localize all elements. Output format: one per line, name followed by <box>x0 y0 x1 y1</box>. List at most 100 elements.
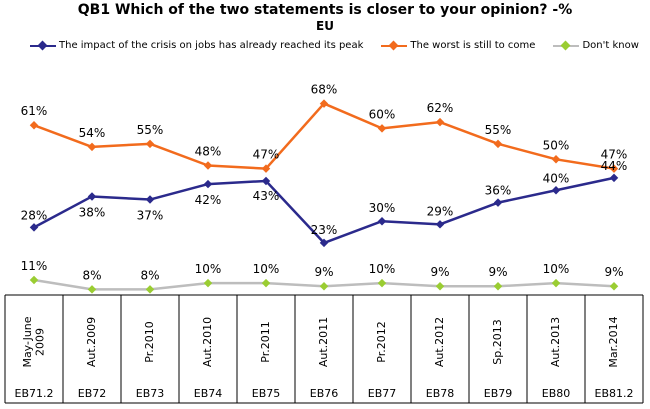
data-point <box>145 285 155 294</box>
category-label: Aut.2009 <box>85 317 98 367</box>
data-label: 29% <box>427 204 454 218</box>
category-label: Pr.2011 <box>259 321 272 362</box>
data-point <box>435 220 445 229</box>
data-label: 42% <box>195 193 222 207</box>
wave-label: EB77 <box>368 387 397 400</box>
legend-item-peak: The impact of the crisis on jobs has alr… <box>30 40 363 51</box>
wave-label: EB72 <box>78 387 107 400</box>
data-point <box>29 121 39 130</box>
category-label: Aut.2013 <box>549 317 562 367</box>
data-label: 60% <box>369 107 396 121</box>
data-label: 43% <box>253 189 280 203</box>
legend-label-peak: The impact of the crisis on jobs has alr… <box>59 40 364 51</box>
data-label: 37% <box>137 209 164 223</box>
wave-label: EB81.2 <box>595 387 634 400</box>
legend: The impact of the crisis on jobs has alr… <box>30 40 650 51</box>
legend-swatch-worst <box>381 40 408 51</box>
data-point <box>87 192 97 201</box>
data-point <box>29 275 39 285</box>
data-label: 50% <box>543 138 570 152</box>
data-label: 9% <box>604 265 623 279</box>
data-label: 9% <box>314 265 333 279</box>
wave-label: EB73 <box>136 387 165 400</box>
data-label: 61% <box>21 104 48 118</box>
category-label: Aut.2012 <box>433 317 446 367</box>
data-label: 10% <box>369 262 396 276</box>
data-label: 47% <box>253 148 280 162</box>
data-label: 11% <box>21 259 48 273</box>
wave-label: EB79 <box>484 387 513 400</box>
data-point <box>261 278 271 288</box>
series-line <box>33 102 615 170</box>
data-label: 28% <box>21 208 48 222</box>
category-label: Mar.2014 <box>607 316 620 367</box>
data-point <box>435 281 445 291</box>
data-label: 44% <box>601 159 628 173</box>
data-point <box>261 164 271 173</box>
data-point <box>145 195 155 204</box>
data-point <box>319 281 329 291</box>
data-point <box>203 278 213 288</box>
data-label: 8% <box>140 268 159 282</box>
data-point <box>493 198 503 207</box>
data-point <box>435 117 445 127</box>
wave-label: EB74 <box>194 387 223 400</box>
legend-item-worst: The worst is still to come <box>381 40 535 51</box>
data-point <box>261 176 271 186</box>
category-label: Sp.2013 <box>491 319 504 364</box>
legend-label-dont-know: Don't know <box>582 40 639 51</box>
chart-subtitle: EU <box>316 19 334 33</box>
data-label: 68% <box>311 83 338 97</box>
data-point <box>493 139 503 149</box>
data-label: 47% <box>601 148 628 162</box>
wave-label: EB80 <box>542 387 571 400</box>
category-label: Aut.2010 <box>201 317 214 367</box>
data-point <box>203 161 213 170</box>
data-label: 9% <box>430 265 449 279</box>
data-point <box>319 238 329 248</box>
data-point <box>203 179 213 189</box>
data-label: 9% <box>488 265 507 279</box>
data-point <box>377 124 387 133</box>
data-label: 10% <box>543 262 570 276</box>
data-point <box>493 281 503 291</box>
legend-swatch-dont-know <box>553 40 580 51</box>
data-label: 54% <box>79 126 106 140</box>
category-label: Aut.2011 <box>317 317 330 367</box>
data-point <box>377 216 387 226</box>
legend-swatch-peak <box>30 40 56 51</box>
data-point <box>145 139 155 149</box>
data-label: 36% <box>485 184 512 198</box>
legend-label-worst: The worst is still to come <box>410 40 536 51</box>
data-point <box>609 281 619 291</box>
data-label: 30% <box>369 201 396 215</box>
wave-label: EB78 <box>426 387 455 400</box>
data-label: 10% <box>253 262 280 276</box>
category-label: May-June2009 <box>21 316 47 367</box>
data-label: 40% <box>543 171 570 185</box>
data-point <box>87 142 97 152</box>
category-label: Pr.2012 <box>375 321 388 362</box>
data-label: 62% <box>427 101 454 115</box>
wave-label: EB76 <box>310 387 339 400</box>
data-label: 8% <box>82 268 101 282</box>
wave-label: EB75 <box>252 387 281 400</box>
category-label: Pr.2010 <box>143 321 156 362</box>
chart-title: QB1 Which of the two statements is close… <box>77 2 573 18</box>
legend-item-dont-know: Don't know <box>553 40 639 51</box>
data-label: 55% <box>137 123 164 137</box>
data-label: 48% <box>195 144 222 158</box>
data-point <box>87 285 97 294</box>
data-point <box>377 278 387 288</box>
data-label: 55% <box>485 123 512 137</box>
wave-label: EB71.2 <box>15 387 54 400</box>
data-point <box>609 173 619 183</box>
data-point <box>551 155 561 164</box>
data-label: 10% <box>195 262 222 276</box>
data-point <box>319 99 329 108</box>
data-label: 38% <box>79 205 106 219</box>
data-label: 23% <box>311 223 338 237</box>
data-point <box>551 186 561 195</box>
data-point <box>551 278 561 288</box>
